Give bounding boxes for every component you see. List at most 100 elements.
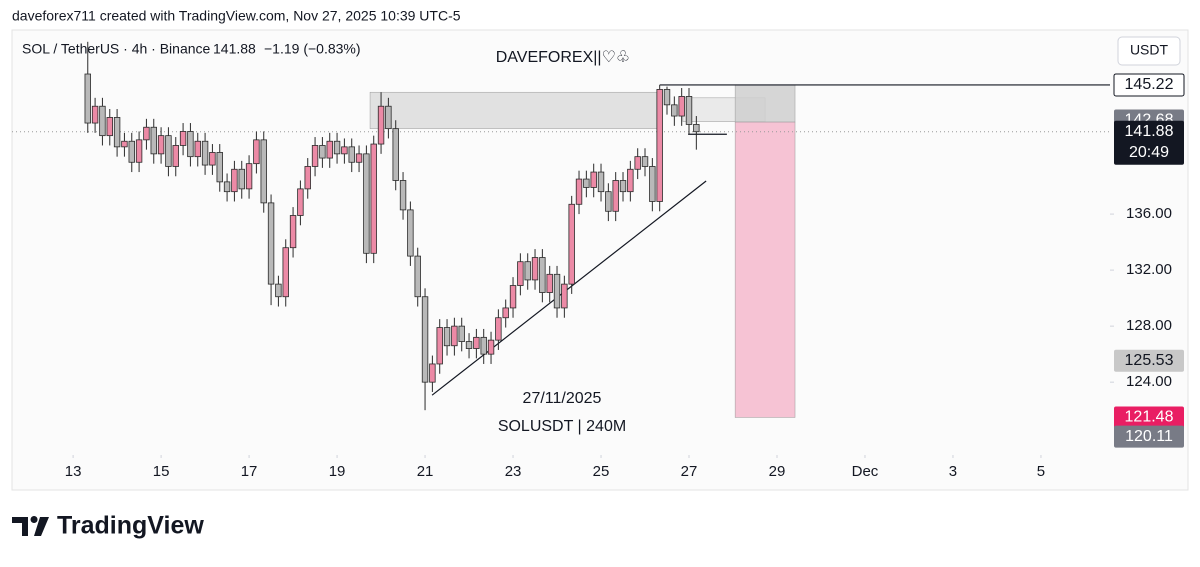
legend-change: −1.19 (−0.83%)	[264, 41, 361, 57]
price-badge	[1114, 425, 1184, 448]
legend-symbol: SOL / TetherUS · 4h · Binance	[22, 41, 211, 57]
price-badge	[1113, 73, 1185, 97]
candle-body	[436, 327, 443, 365]
candle-body	[355, 153, 363, 163]
candle-body	[539, 257, 546, 293]
annotation: 27/11/2025	[523, 390, 602, 407]
x-tick-label: 29	[769, 463, 786, 480]
candle-body	[348, 146, 355, 163]
candle-body	[267, 202, 275, 285]
drawing-box	[734, 121, 796, 418]
candle-body	[363, 153, 370, 254]
price-badge	[1114, 349, 1184, 372]
candle-body	[605, 191, 612, 212]
candle-body	[150, 126, 157, 155]
y-tick-label: 124.00	[1126, 373, 1172, 390]
drawing-line	[431, 180, 707, 396]
drawing-box	[734, 84, 796, 123]
candle-body	[128, 140, 135, 163]
header-text: daveforex711 created with TradingView.co…	[12, 8, 461, 24]
price-badge-label: 141.88	[1125, 123, 1174, 140]
candle-body	[634, 156, 641, 170]
candle-body	[282, 247, 289, 298]
x-tick-label: 17	[241, 463, 258, 480]
candle-body	[275, 283, 282, 298]
candle-body	[590, 171, 597, 188]
candle-body	[370, 143, 377, 254]
drawing-box	[369, 91, 660, 129]
candle-body	[253, 139, 260, 165]
candle-body	[407, 209, 414, 257]
candle-body	[231, 168, 238, 193]
candle-body	[319, 145, 326, 159]
brand-logo: TradingView	[12, 512, 204, 540]
y-tick-label: 136.00	[1126, 205, 1172, 222]
x-tick-label: 15	[153, 463, 170, 480]
candle-body	[414, 255, 421, 298]
candle-body	[209, 152, 216, 166]
candle-body	[238, 168, 245, 190]
candle-body	[546, 273, 553, 293]
candle-body	[693, 124, 700, 133]
x-tick-label: 23	[505, 463, 522, 480]
candle-body	[91, 105, 99, 124]
candle-body	[165, 135, 172, 167]
candle-body	[531, 257, 539, 281]
x-tick-label: 27	[681, 463, 698, 480]
candle-body	[289, 215, 297, 249]
candle-body	[561, 283, 568, 309]
candle-body	[245, 163, 253, 190]
candle-body	[421, 296, 429, 383]
candle-body	[575, 178, 583, 205]
currency-label[interactable]: USDT	[1130, 42, 1169, 58]
candle-body	[663, 89, 671, 106]
price-badge-label: 120.11	[1125, 428, 1173, 445]
candle-body	[524, 261, 531, 281]
candle-body	[619, 180, 627, 193]
currency-button[interactable]	[1117, 36, 1181, 66]
candle-body	[627, 168, 634, 193]
candle-body	[216, 152, 223, 183]
candle-body	[311, 145, 319, 167]
price-badge	[1114, 120, 1184, 165]
y-tick-label: 132.00	[1126, 261, 1172, 278]
candle-body	[260, 139, 267, 204]
candle-body	[201, 140, 209, 166]
candle-body	[612, 180, 619, 212]
price-badge-label: 145.22	[1125, 76, 1174, 93]
candle-body	[304, 166, 311, 190]
candle-body	[509, 285, 517, 309]
candle-body	[179, 131, 187, 146]
candle-body	[113, 117, 121, 148]
candle-body	[480, 336, 487, 355]
x-tick-label: Dec	[852, 463, 879, 480]
candle-body	[495, 317, 502, 341]
price-badge-label: 121.48	[1125, 409, 1174, 426]
candle-body	[597, 171, 605, 193]
candle-body	[678, 96, 685, 117]
candle-body	[649, 166, 656, 202]
logo-icon	[12, 516, 49, 536]
candle-body	[326, 140, 333, 159]
candle-body	[568, 203, 575, 285]
price-badge	[1114, 406, 1184, 429]
candle-body	[194, 140, 201, 158]
candle-body	[84, 73, 91, 124]
candle-body	[451, 325, 458, 347]
candle-body	[641, 156, 649, 167]
candle-body	[553, 273, 561, 309]
candle-body	[671, 104, 678, 117]
x-tick-label: 5	[1037, 463, 1045, 480]
candle-body	[135, 139, 143, 163]
candle-body	[583, 178, 590, 188]
x-tick-label: 13	[65, 463, 82, 480]
x-tick-label: 25	[593, 463, 610, 480]
legend-price: 141.88	[213, 41, 256, 57]
candle-body	[106, 117, 113, 137]
candle-body	[297, 188, 304, 216]
candle-body	[685, 96, 693, 125]
plot	[12, 41, 1114, 458]
x-tick-label: 19	[329, 463, 346, 480]
annotation: SOLUSDT | 240M	[498, 418, 626, 435]
candle-body	[465, 341, 473, 349]
